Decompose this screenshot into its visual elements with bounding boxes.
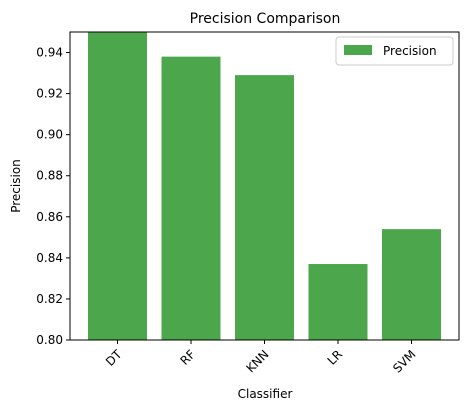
y-tick-label: 0.86 [36,210,63,224]
y-tick-label: 0.92 [36,87,63,101]
bar-dt [88,32,147,340]
legend-swatch [344,45,372,55]
y-tick-label: 0.80 [36,333,63,347]
y-axis: 0.80 0.82 0.84 0.86 0.88 0.90 0.92 0.94 [36,46,70,347]
chart-title: Precision Comparison [190,11,341,27]
y-tick-label: 0.94 [36,46,63,60]
legend: Precision [335,36,454,66]
y-tick-label: 0.84 [36,251,63,265]
bar-knn [235,75,294,341]
legend-label: Precision [383,44,437,58]
bars-group [88,32,441,341]
bar-lr [308,264,368,340]
y-tick-label: 0.88 [36,169,63,183]
bar-svm [382,229,441,340]
plot-frame [69,31,460,341]
y-axis-title: Precision [9,159,23,213]
x-axis-title: Classifier [238,387,293,401]
y-tick-label: 0.90 [36,128,63,142]
legend-box [335,36,454,66]
y-tick-label: 0.82 [36,292,63,306]
bar-rf [161,56,221,340]
